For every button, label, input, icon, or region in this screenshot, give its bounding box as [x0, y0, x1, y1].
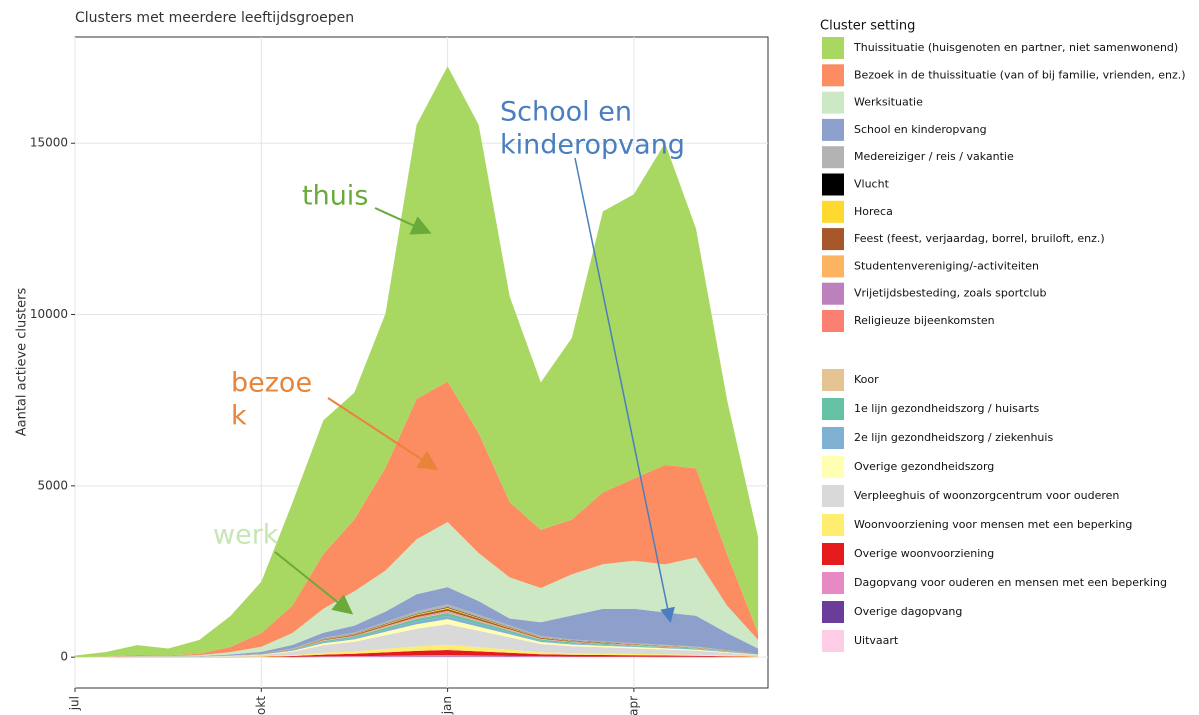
legend-swatch — [822, 456, 844, 478]
annotation: k — [231, 401, 247, 432]
legend-swatch — [822, 146, 844, 169]
x-tick-label: okt — [254, 696, 268, 715]
area — [75, 624, 759, 658]
legend-swatch — [822, 485, 844, 507]
chart-title: Clusters met meerdere leeftijdsgroepen — [75, 10, 354, 26]
legend-label: School en kinderopvang — [854, 123, 987, 136]
y-tick-label: 15000 — [30, 136, 68, 150]
legend-label: Koor — [854, 373, 879, 386]
legend-label: Thuissituatie (huisgenoten en partner, n… — [853, 41, 1178, 54]
legend-swatch — [822, 427, 844, 449]
legend-swatch — [822, 543, 844, 565]
legend-swatch — [822, 228, 844, 251]
legend-label: 1e lijn gezondheidszorg / huisarts — [854, 402, 1039, 415]
legend-label: 2e lijn gezondheidszorg / ziekenhuis — [854, 431, 1053, 444]
y-tick-label: 10000 — [30, 307, 68, 321]
legend-swatch — [822, 118, 844, 141]
legend-label: Religieuze bijeenkomsten — [854, 314, 995, 327]
legend-label: Uitvaart — [854, 634, 899, 647]
annotation-arrow — [374, 207, 432, 235]
legend-label: Feest (feest, verjaardag, borrel, bruilo… — [854, 232, 1105, 245]
legend-label: Verpleeghuis of woonzorgcentrum voor oud… — [854, 489, 1119, 502]
legend-swatch — [822, 310, 844, 332]
area — [75, 381, 759, 658]
legend-swatch — [822, 514, 844, 536]
annotation-arrow — [327, 397, 439, 471]
legend-swatch — [822, 200, 844, 223]
area — [75, 655, 759, 658]
area — [75, 619, 759, 658]
legend-swatch — [822, 255, 844, 278]
legend-swatch — [822, 64, 844, 87]
y-tick-label: 5000 — [37, 478, 68, 492]
area — [75, 656, 759, 658]
legend-label: Overige woonvoorziening — [854, 547, 994, 560]
annotation: thuis — [302, 181, 368, 212]
legend-label: Vrijetijdsbesteding, zoals sportclub — [854, 287, 1046, 300]
legend-swatch — [822, 37, 844, 59]
legend-label: Vlucht — [854, 178, 890, 191]
legend-label: Woonvoorziening voor mensen met een bepe… — [854, 518, 1132, 531]
annotation: bezoe — [231, 368, 312, 399]
legend-swatch — [822, 572, 844, 594]
x-tick-label: jan — [440, 696, 454, 715]
legend-label: Horeca — [854, 205, 893, 218]
annotation: kinderopvang — [500, 130, 685, 161]
area — [75, 644, 759, 658]
x-tick-label: jul — [68, 696, 82, 711]
legend-label: Studentenvereniging/-activiteiten — [854, 259, 1039, 272]
area — [75, 522, 759, 658]
legend-label: Overige dagopvang — [854, 605, 962, 618]
legend-swatch — [822, 398, 844, 420]
annotation: werk — [213, 520, 279, 551]
annotation: School en — [500, 97, 632, 128]
legend-label: Werksituatie — [854, 96, 923, 109]
legend-swatch — [822, 369, 844, 391]
area — [75, 650, 759, 658]
y-tick-label: 0 — [60, 650, 68, 664]
legend-swatch — [822, 601, 844, 623]
legend-title: Cluster setting — [820, 19, 915, 34]
legend-swatch — [822, 173, 844, 196]
legend-label: Dagopvang voor ouderen en mensen met een… — [854, 576, 1167, 589]
legend-label: Medereiziger / reis / vakantie — [854, 150, 1014, 163]
legend-label: Bezoek in de thuissituatie (van of bij f… — [854, 68, 1186, 81]
annotation-arrow — [574, 157, 675, 623]
x-tick-label: apr — [626, 696, 640, 715]
area — [75, 587, 759, 658]
legend-swatch — [822, 91, 844, 114]
area — [75, 656, 759, 658]
annotation-arrow — [274, 551, 354, 615]
area — [75, 66, 759, 658]
y-axis-title: Aantal actieve clusters — [15, 288, 30, 437]
legend-swatch — [822, 630, 844, 652]
legend-label: Overige gezondheidszorg — [854, 460, 994, 473]
legend-swatch — [822, 282, 844, 305]
